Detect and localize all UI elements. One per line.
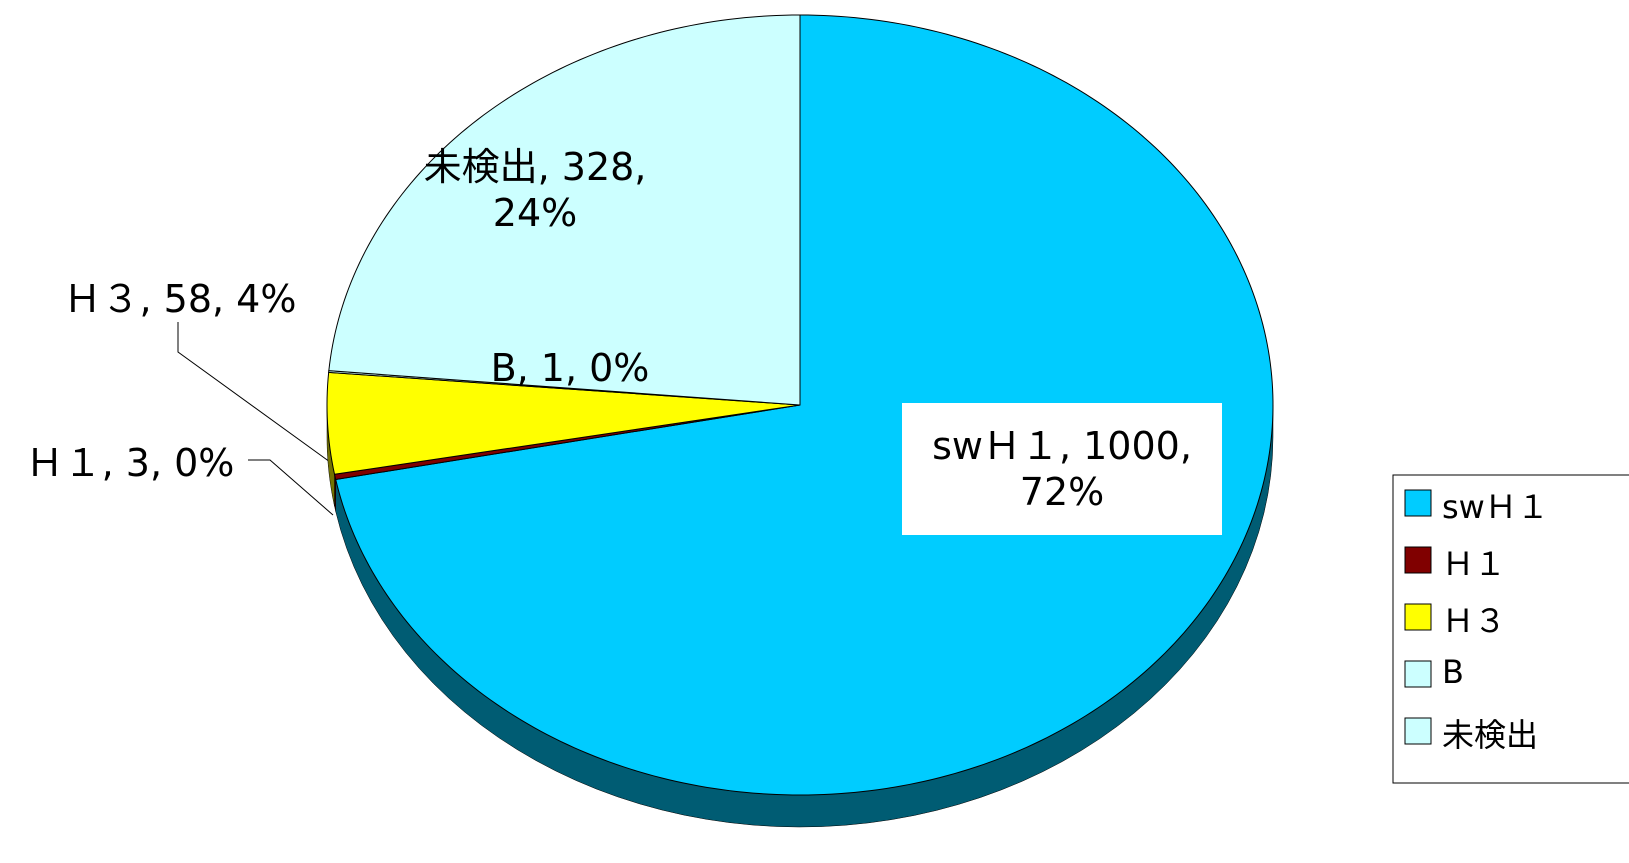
legend-label: Ｈ１ xyxy=(1442,545,1507,583)
legend-swatch xyxy=(1404,660,1432,688)
legend-label: swＨ１ xyxy=(1442,488,1549,526)
data-label: B, 1, 0% xyxy=(490,346,650,390)
legend-label: Ｈ３ xyxy=(1442,602,1507,640)
legend xyxy=(1392,474,1629,784)
legend-swatch xyxy=(1404,717,1432,745)
leader-line xyxy=(248,459,334,516)
legend-label: 未検出 xyxy=(1442,716,1539,754)
data-label: 未検出, 328, 24% xyxy=(423,145,647,235)
data-label: Ｈ１, 3, 0% xyxy=(25,441,235,485)
pie-slice xyxy=(335,14,1274,796)
data-label: Ｈ３, 58, 4% xyxy=(63,277,297,321)
data-label: swＨ１, 1000, 72% xyxy=(902,403,1222,535)
legend-label: B xyxy=(1442,653,1464,691)
legend-swatch xyxy=(1404,546,1432,574)
legend-swatch xyxy=(1404,489,1432,517)
pie-slice xyxy=(326,371,801,475)
legend-swatch xyxy=(1404,603,1432,631)
pie-slice xyxy=(328,14,801,406)
leader-line xyxy=(177,322,331,463)
